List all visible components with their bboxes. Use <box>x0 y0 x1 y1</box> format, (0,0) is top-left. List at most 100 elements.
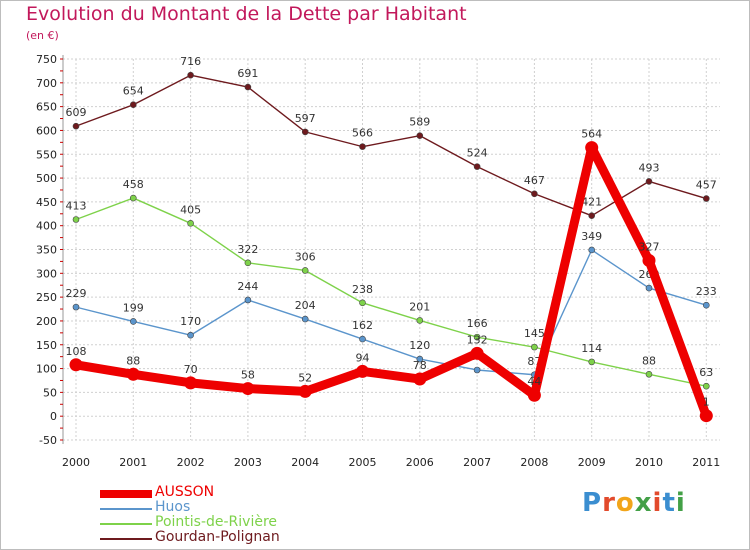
y-tick-label: 400 <box>36 220 57 233</box>
series-line-huos <box>75 249 707 376</box>
data-label-huos: 244 <box>237 280 258 293</box>
data-label-gourdan-polignan: 457 <box>696 179 717 192</box>
data-label-huos: 199 <box>123 301 144 314</box>
data-point-ausson <box>470 346 484 360</box>
data-point-huos <box>702 301 710 309</box>
data-label-pointis-de-riviere: 166 <box>467 317 488 330</box>
data-label-gourdan-polignan: 493 <box>639 161 660 174</box>
data-point-huos <box>645 284 653 292</box>
x-tick-label: 2003 <box>234 456 262 469</box>
data-point-pointis-de-riviere <box>473 333 481 341</box>
legend-label-ausson: AUSSON <box>155 484 215 500</box>
data-point-gourdan-polignan <box>244 83 252 91</box>
data-label-pointis-de-riviere: 458 <box>123 178 144 191</box>
x-tick-label: 2002 <box>177 456 205 469</box>
series-line-pointis-de-riviere <box>75 197 707 387</box>
data-label-ausson: 132 <box>467 333 488 346</box>
data-point-gourdan-polignan <box>130 101 137 109</box>
y-tick-label: -50 <box>39 434 57 447</box>
data-point-pointis-de-riviere <box>72 216 80 223</box>
data-point-gourdan-polignan <box>72 122 80 130</box>
y-tick-label: 100 <box>36 363 57 376</box>
data-label-ausson: 94 <box>356 351 370 364</box>
data-label-ausson: 78 <box>413 359 427 372</box>
data-label-pointis-de-riviere: 306 <box>295 250 316 263</box>
series-line-ausson <box>71 143 711 421</box>
data-label-pointis-de-riviere: 201 <box>409 300 430 313</box>
legend-label-gourdan-polignan: Gourdan-Polignan <box>155 529 280 545</box>
data-point-pointis-de-riviere <box>531 343 538 351</box>
data-point-ausson <box>585 141 599 155</box>
y-tick-label: 150 <box>36 339 57 352</box>
y-tick-label: 0 <box>50 410 57 423</box>
data-label-huos: 162 <box>352 319 373 332</box>
data-point-pointis-de-riviere <box>187 220 194 227</box>
data-point-pointis-de-riviere <box>301 267 309 274</box>
data-label-ausson: 52 <box>298 371 312 384</box>
data-point-pointis-de-riviere <box>244 259 252 267</box>
data-point-ausson <box>356 364 369 378</box>
data-point-gourdan-polignan <box>187 71 194 79</box>
data-label-gourdan-polignan: 716 <box>180 55 201 68</box>
data-point-pointis-de-riviere <box>416 317 424 324</box>
x-tick-label: 2009 <box>578 456 606 469</box>
x-tick-label: 2006 <box>406 456 434 469</box>
x-tick-label: 2004 <box>291 456 319 469</box>
chart-title: Evolution du Montant de la Dette par Hab… <box>26 3 467 25</box>
y-tick-label: 600 <box>36 124 57 137</box>
data-point-gourdan-polignan <box>531 190 538 198</box>
data-label-ausson: 58 <box>241 369 255 382</box>
data-label-ausson: 564 <box>581 128 602 141</box>
data-label-gourdan-polignan: 589 <box>409 116 430 129</box>
data-point-ausson <box>298 384 312 398</box>
data-point-huos <box>301 315 309 323</box>
data-label-huos: 229 <box>66 287 87 300</box>
data-point-huos <box>473 366 481 374</box>
data-point-gourdan-polignan <box>473 163 481 170</box>
data-label-gourdan-polignan: 524 <box>467 147 488 160</box>
data-point-ausson <box>241 382 255 396</box>
x-tick-label: 2011 <box>692 456 720 469</box>
y-tick-label: 300 <box>36 267 57 280</box>
data-label-pointis-de-riviere: 114 <box>581 342 602 355</box>
data-point-ausson <box>527 388 541 402</box>
data-label-gourdan-polignan: 421 <box>581 196 602 209</box>
x-tick-label: 2010 <box>635 456 663 469</box>
data-label-huos: 233 <box>696 285 717 298</box>
legend-label-huos: Huos <box>155 499 191 515</box>
data-label-ausson: 44 <box>527 375 541 388</box>
data-label-pointis-de-riviere: 238 <box>352 283 373 296</box>
legend-swatch-gourdan-polignan <box>100 538 152 540</box>
data-label-pointis-de-riviere: 405 <box>180 203 201 216</box>
y-tick-label: 450 <box>36 196 57 209</box>
data-label-pointis-de-riviere: 63 <box>699 366 713 379</box>
data-point-huos <box>72 303 80 311</box>
data-point-pointis-de-riviere <box>359 299 366 307</box>
data-point-gourdan-polignan <box>645 178 653 185</box>
legend-label-pointis-de-riviere: Pointis-de-Rivière <box>155 514 278 530</box>
data-point-ausson <box>413 372 427 386</box>
legend-swatch-ausson <box>100 490 152 498</box>
data-label-ausson: 88 <box>126 354 140 367</box>
data-label-gourdan-polignan: 566 <box>352 127 373 140</box>
data-label-ausson: 70 <box>184 363 198 376</box>
chart-unit-label: (en €) <box>26 29 59 42</box>
data-label-gourdan-polignan: 467 <box>524 174 545 187</box>
x-tick-label: 2000 <box>62 456 90 469</box>
y-tick-label: 650 <box>36 101 57 114</box>
data-point-huos <box>130 318 137 325</box>
x-tick-label: 2007 <box>463 456 491 469</box>
y-tick-label: 500 <box>36 172 57 185</box>
data-point-pointis-de-riviere <box>702 382 710 390</box>
data-point-ausson <box>184 376 198 390</box>
data-point-huos <box>359 335 366 343</box>
data-label-pointis-de-riviere: 413 <box>66 199 87 212</box>
data-label-pointis-de-riviere: 322 <box>237 243 258 256</box>
x-tick-label: 2005 <box>349 456 377 469</box>
data-point-gourdan-polignan <box>702 195 710 202</box>
data-label-huos: 170 <box>180 315 201 328</box>
data-point-huos <box>588 246 596 254</box>
data-point-gourdan-polignan <box>301 128 309 136</box>
y-tick-label: 50 <box>43 386 57 399</box>
